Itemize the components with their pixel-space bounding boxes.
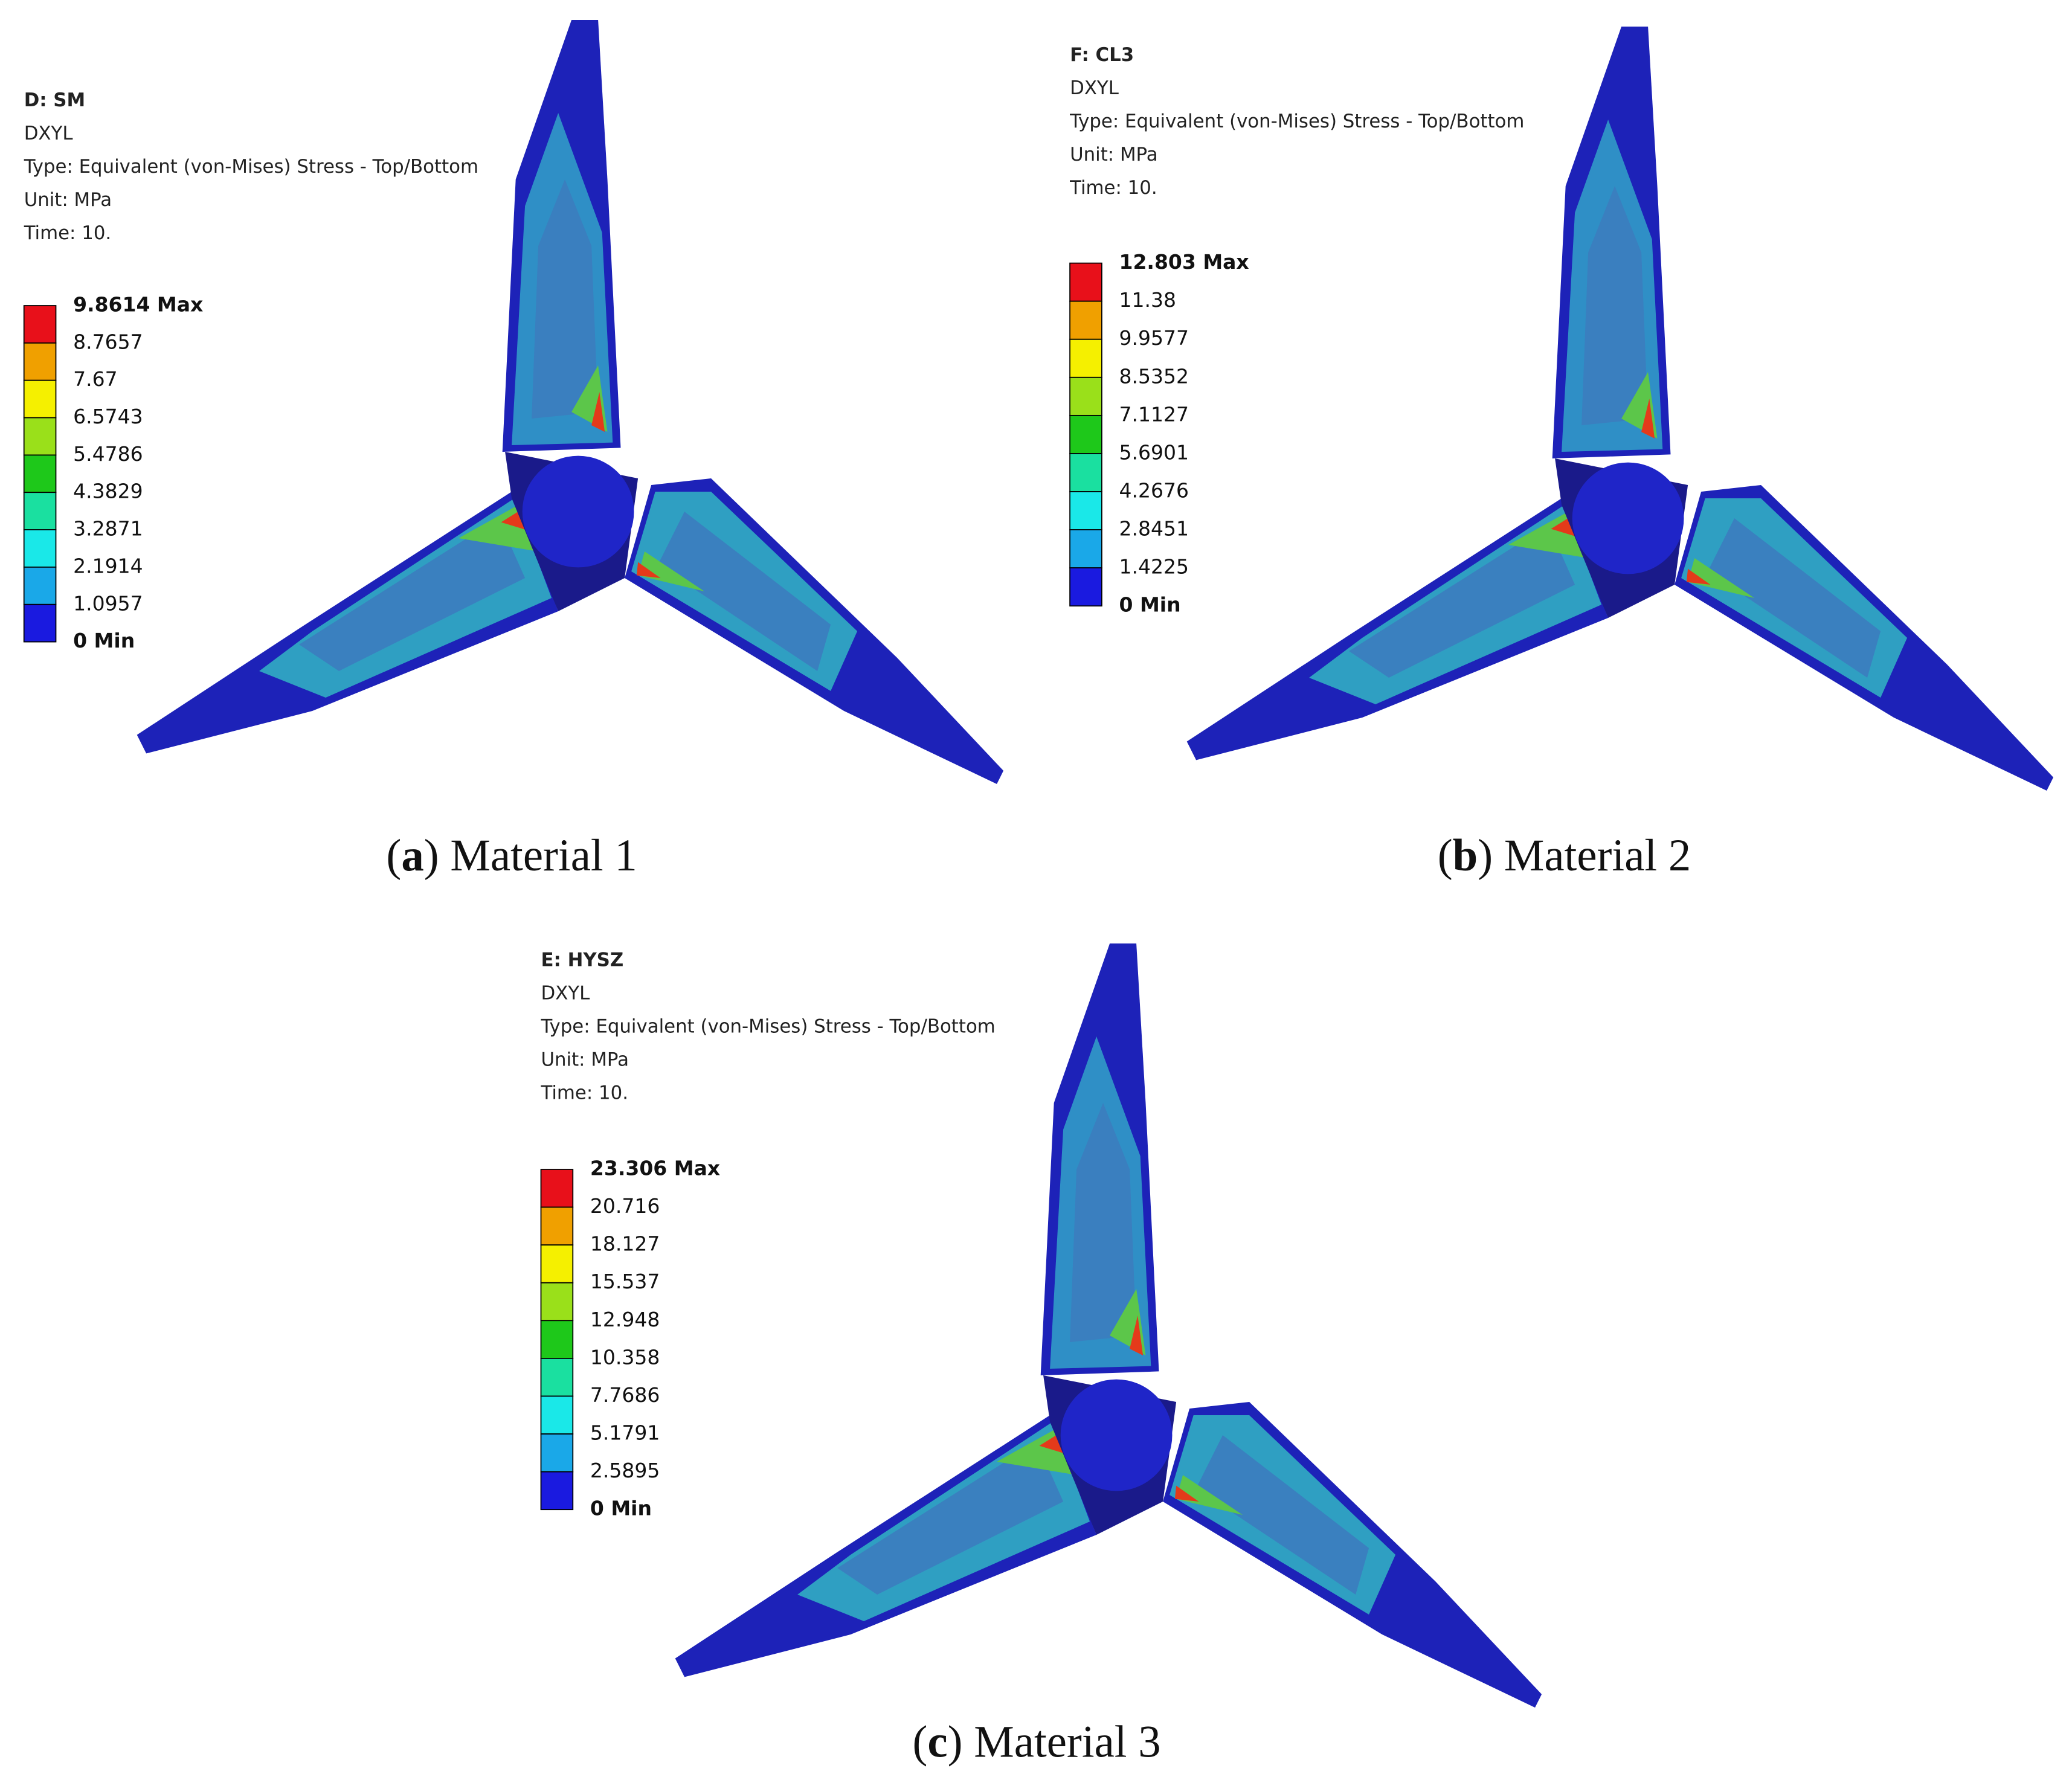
legend-swatch — [1069, 567, 1102, 607]
legend-swatch — [540, 1320, 574, 1359]
legend-label: 9.9577 — [1119, 326, 1189, 350]
caption: (b) Material 2 — [1438, 831, 1691, 881]
legend-label: 18.127 — [590, 1232, 660, 1256]
legend-label: 23.306 Max — [590, 1156, 720, 1180]
caption-part: ) Material 2 — [1478, 831, 1691, 881]
turbine-model — [137, 20, 1004, 784]
legend-label: 0 Min — [1119, 593, 1181, 617]
legend-label: 10.358 — [590, 1345, 660, 1369]
legend-swatch — [540, 1471, 574, 1511]
result-panel: E: HYSZ DXYL Type: Equivalent (von-Mises) … — [541, 949, 1161, 1767]
legend-swatch — [1069, 300, 1102, 340]
caption: (a) Material 1 — [386, 831, 637, 881]
result-title: D: SM — [24, 89, 85, 111]
caption-part: c — [927, 1717, 947, 1767]
caption-part: ( — [386, 831, 401, 881]
legend-label: 12.803 Max — [1119, 250, 1249, 274]
legend-label: 5.1791 — [590, 1421, 660, 1445]
legend-swatch — [23, 454, 57, 493]
legend-swatch — [1069, 338, 1102, 378]
legend-label: 8.7657 — [73, 330, 143, 353]
result-info: Unit: MPa — [24, 189, 112, 211]
legend-swatch — [540, 1358, 574, 1397]
turbine-model — [1186, 27, 2054, 791]
legend-swatch — [23, 567, 57, 605]
legend-swatch — [23, 417, 57, 456]
result-info: Time: 10. — [24, 222, 112, 244]
legend-label: 20.716 — [590, 1194, 660, 1218]
legend-label: 1.0957 — [73, 591, 143, 615]
legend-swatch — [540, 1206, 574, 1246]
legend-swatch — [23, 379, 57, 419]
legend-label: 2.1914 — [73, 554, 143, 577]
caption-part: ) Material 3 — [948, 1717, 1161, 1767]
result-info: Type: Equivalent (von-Mises) Stress - To… — [541, 1015, 996, 1037]
result-info: DXYL — [24, 123, 73, 144]
legend-label: 7.67 — [73, 367, 117, 391]
turbine-model — [675, 943, 1542, 1708]
legend-label: 2.5895 — [590, 1459, 660, 1482]
legend-label: 3.2871 — [73, 517, 143, 541]
legend-swatch — [23, 529, 57, 568]
result-info: Time: 10. — [541, 1082, 629, 1104]
legend-swatch — [1069, 414, 1102, 454]
legend-swatch — [1069, 453, 1102, 492]
result-info: Time: 10. — [1069, 177, 1157, 199]
legend-swatch — [1069, 262, 1102, 302]
legend-label: 12.948 — [590, 1308, 660, 1331]
legend-label: 7.7686 — [590, 1383, 660, 1407]
legend-label: 0 Min — [590, 1497, 652, 1520]
legend-label: 6.5743 — [73, 405, 143, 428]
legend-swatch — [1069, 491, 1102, 530]
legend-swatch — [1069, 376, 1102, 416]
legend-label: 4.3829 — [73, 480, 143, 503]
legend-swatch — [23, 603, 57, 643]
result-info: Unit: MPa — [1070, 144, 1158, 166]
legend-label: 8.5352 — [1119, 364, 1189, 388]
legend-label: 1.4225 — [1119, 555, 1189, 579]
legend-swatch — [540, 1433, 574, 1473]
caption-part: b — [1453, 831, 1478, 881]
legend-label: 9.8614 Max — [73, 292, 203, 316]
legend-label: 5.4786 — [73, 442, 143, 466]
legend-label: 5.6901 — [1119, 440, 1189, 464]
legend-swatch — [23, 342, 57, 381]
legend-label: 7.1127 — [1119, 402, 1189, 426]
result-info: DXYL — [541, 982, 590, 1004]
legend-swatch — [1069, 529, 1102, 569]
result-info: Type: Equivalent (von-Mises) Stress - To… — [24, 156, 478, 178]
legend-label: 11.38 — [1119, 288, 1176, 312]
caption-part: ) Material 1 — [424, 831, 637, 881]
legend-swatch — [540, 1244, 574, 1284]
legend-label: 2.8451 — [1119, 517, 1189, 541]
legend-swatch — [540, 1169, 574, 1208]
caption-part: ( — [1438, 831, 1453, 881]
result-info: DXYL — [1070, 77, 1119, 99]
legend-swatch — [540, 1395, 574, 1435]
caption: (c) Material 3 — [913, 1717, 1161, 1767]
result-info: Unit: MPa — [541, 1049, 629, 1070]
legend-swatch — [23, 305, 57, 344]
legend-swatch — [540, 1282, 574, 1322]
legend-label: 4.2676 — [1119, 479, 1189, 503]
legend-label: 0 Min — [73, 629, 135, 652]
legend-swatch — [23, 492, 57, 530]
legend-label: 15.537 — [590, 1270, 660, 1293]
caption-part: ( — [913, 1717, 928, 1767]
result-title: F: CL3 — [1070, 44, 1134, 66]
result-info: Type: Equivalent (von-Mises) Stress - To… — [1069, 111, 1524, 132]
result-title: E: HYSZ — [541, 949, 624, 971]
caption-part: a — [401, 831, 423, 881]
result-panel: F: CL3 DXYL Type: Equivalent (von-Mises) S… — [1069, 44, 1691, 881]
result-panel: D: SM DXYL Type: Equivalent (von-Mises) St… — [24, 89, 637, 881]
